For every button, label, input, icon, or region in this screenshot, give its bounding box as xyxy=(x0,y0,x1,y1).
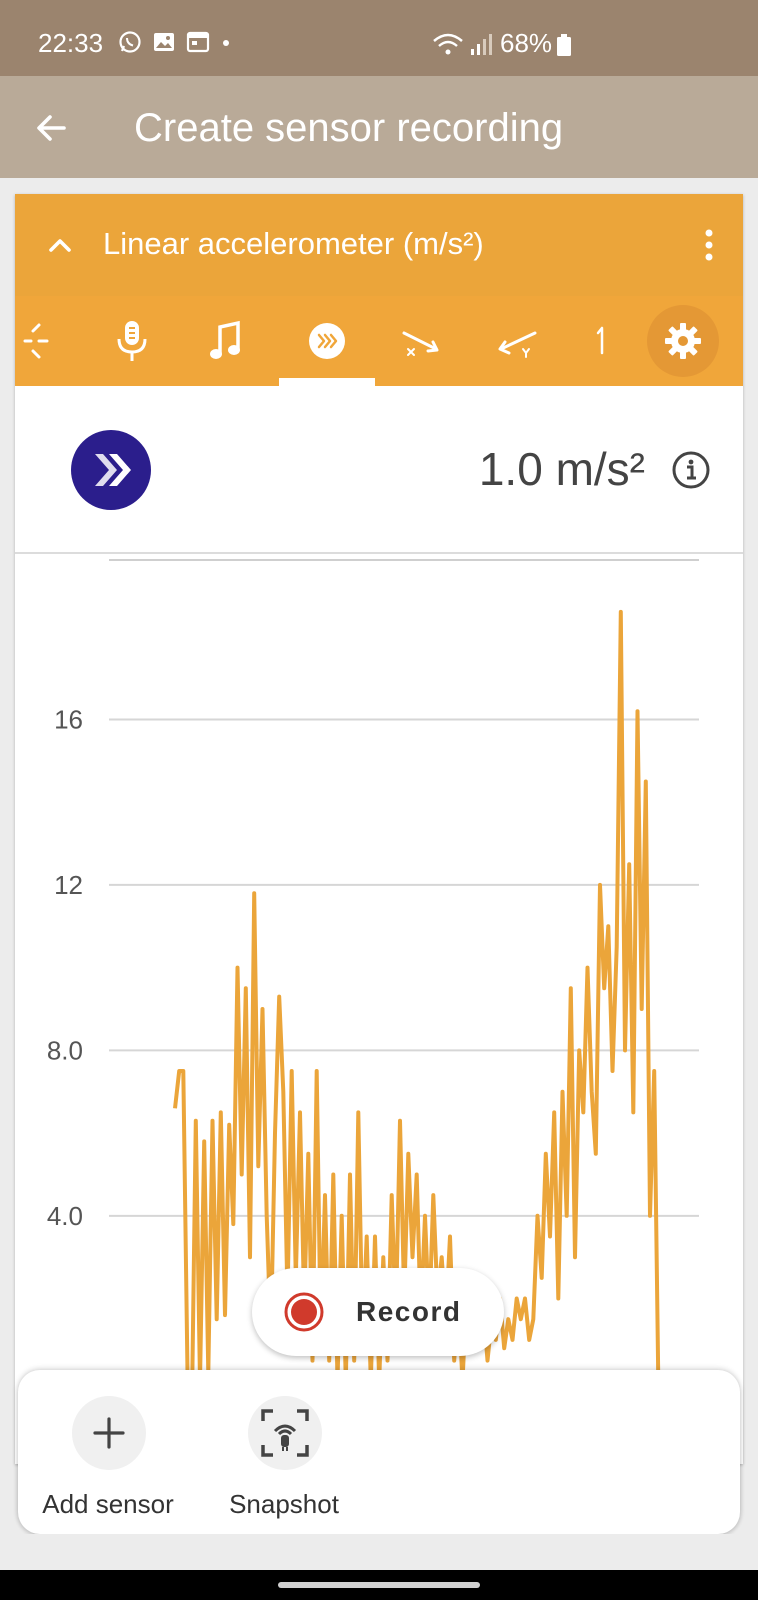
y-tick-label: 4.0 xyxy=(47,1201,83,1231)
sensor-tab-row xyxy=(15,296,743,386)
sensor-reading-row: 1.0 m/s² xyxy=(15,386,743,554)
gear-icon xyxy=(665,323,701,359)
record-label: Record xyxy=(356,1296,462,1327)
snapshot-circle[interactable] xyxy=(248,1396,322,1470)
add-sensor-circle[interactable] xyxy=(72,1396,146,1470)
info-icon[interactable] xyxy=(671,450,711,490)
back-arrow-icon[interactable] xyxy=(30,106,74,150)
app-bar: Create sensor recording xyxy=(0,76,758,178)
selected-tab-indicator xyxy=(279,378,375,386)
snapshot-icon xyxy=(261,1409,309,1457)
tab-linear-accelerometer[interactable] xyxy=(280,296,374,386)
microphone-icon xyxy=(117,321,147,361)
whatsapp-icon xyxy=(119,31,141,53)
signal-icon xyxy=(471,34,492,55)
tab-pitch[interactable] xyxy=(179,296,273,386)
chevron-up-icon[interactable] xyxy=(43,228,77,262)
acceleration-sensor-icon xyxy=(71,430,151,510)
more-vert-icon[interactable] xyxy=(703,228,715,262)
plus-icon xyxy=(93,1417,125,1449)
y-tick-label: 16 xyxy=(54,704,83,734)
tab-accelerometer-x[interactable] xyxy=(375,296,469,386)
tab-accelerometer-y[interactable] xyxy=(470,296,564,386)
battery-percent: 68% xyxy=(500,28,553,58)
y-tick-label: 12 xyxy=(54,870,83,900)
sensor-card: Linear accelerometer (m/s²) xyxy=(15,194,743,1464)
tab-accelerometer-z[interactable] xyxy=(575,296,625,386)
add-sensor-label: Add sensor xyxy=(42,1489,174,1519)
add-sensor-button[interactable]: Add sensor xyxy=(18,1396,188,1526)
tab-sound-intensity[interactable] xyxy=(85,296,179,386)
wifi-icon xyxy=(433,33,463,55)
status-left-icons xyxy=(118,30,232,54)
system-nav-bar xyxy=(0,1570,758,1600)
current-reading: 1.0 m/s² xyxy=(478,443,645,495)
dot-icon xyxy=(223,40,229,46)
status-bar: 22:33 xyxy=(0,0,758,76)
sensor-card-header[interactable]: Linear accelerometer (m/s²) xyxy=(15,194,743,296)
gallery-icon xyxy=(154,33,174,51)
home-gesture-handle[interactable] xyxy=(278,1582,480,1588)
battery-icon xyxy=(557,34,571,56)
status-time: 22:33 xyxy=(38,28,104,58)
page-title: Create sensor recording xyxy=(134,106,564,150)
accel-z-icon xyxy=(596,326,604,355)
bottom-action-bar: Add sensor Snapshot xyxy=(18,1370,740,1534)
music-note-icon xyxy=(210,320,240,359)
record-button[interactable]: Record xyxy=(252,1268,504,1356)
calendar-icon xyxy=(186,31,210,53)
y-tick-label: 8.0 xyxy=(47,1035,83,1065)
status-right-icons xyxy=(432,32,492,56)
accel-x-icon xyxy=(402,331,439,356)
snapshot-button[interactable]: Snapshot xyxy=(194,1396,364,1526)
chart-svg: 4.0 8.0 12 16 xyxy=(47,559,699,1464)
series-line xyxy=(173,609,675,1464)
snapshot-label: Snapshot xyxy=(229,1489,339,1519)
sensor-title: Linear accelerometer (m/s²) xyxy=(103,226,484,261)
sensor-settings-button[interactable] xyxy=(647,305,719,377)
accel-y-icon xyxy=(498,331,537,358)
acceleration-icon xyxy=(309,323,345,359)
light-icon xyxy=(23,323,49,359)
tab-ambient-light[interactable] xyxy=(15,296,65,386)
record-icon xyxy=(284,1292,324,1332)
bottom-gap xyxy=(0,1534,758,1570)
